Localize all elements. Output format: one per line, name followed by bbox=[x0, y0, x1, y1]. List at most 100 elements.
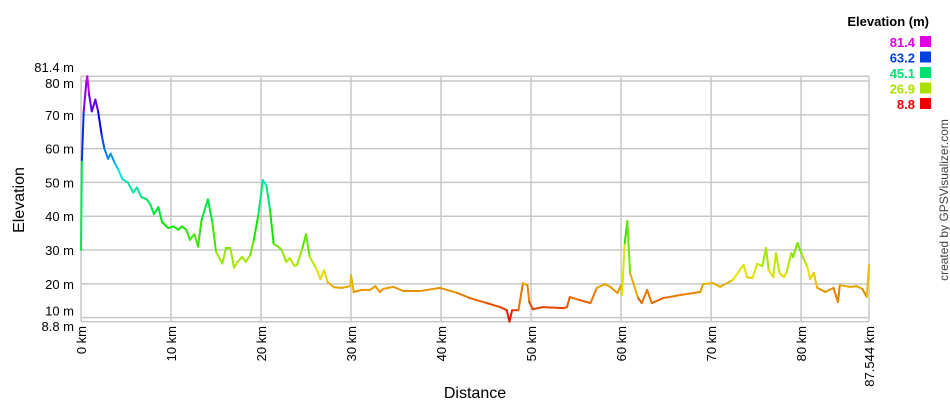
profile-segment bbox=[620, 242, 626, 296]
profile-segment bbox=[699, 283, 704, 293]
y-axis-ticks: 8.8 m10 m 20 m 30 m 40 m 50 m 60 m 70 m 80 m81.… bbox=[34, 60, 74, 334]
profile-segment bbox=[152, 206, 160, 216]
profile-segment bbox=[816, 286, 827, 293]
profile-segment bbox=[121, 178, 129, 184]
x-axis-ticks: 0 km 10 km 20 km 30 km 40 km 50 km 60 km 70 km 8… bbox=[74, 326, 877, 387]
profile-segment bbox=[848, 285, 858, 288]
profile-segment bbox=[751, 262, 758, 280]
legend-entry-label: 81.4 bbox=[890, 35, 916, 50]
profile-segment bbox=[578, 299, 592, 305]
x-tick-label: 0 km bbox=[74, 326, 89, 354]
profile-segment bbox=[82, 80, 88, 113]
profile-segment bbox=[103, 147, 110, 160]
y-axis-label: Elevation bbox=[11, 167, 28, 233]
profile-segment bbox=[244, 254, 252, 263]
profile-segment bbox=[668, 293, 682, 299]
profile-segment bbox=[719, 279, 734, 288]
legend-entry-label: 8.8 bbox=[897, 97, 915, 112]
profile-segment bbox=[774, 252, 781, 275]
profile-segment bbox=[257, 179, 264, 216]
profile-segment bbox=[332, 286, 344, 289]
y-tick-label: 10 m bbox=[45, 304, 74, 319]
profile-segment bbox=[90, 98, 97, 113]
profile-segment bbox=[742, 263, 749, 279]
profile-segment bbox=[485, 302, 502, 309]
y-tick-label: 60 m bbox=[45, 142, 74, 157]
profile-segment bbox=[249, 238, 255, 257]
profile-segment bbox=[323, 269, 329, 284]
profile-segment bbox=[80, 159, 83, 252]
legend-title: Elevation (m) bbox=[847, 14, 929, 29]
profile-segment bbox=[650, 297, 665, 305]
profile-segment bbox=[269, 209, 275, 245]
profile-segment bbox=[80, 110, 85, 162]
x-axis-label: Distance bbox=[444, 385, 506, 400]
profile-segment bbox=[215, 250, 224, 265]
profile-segment bbox=[374, 285, 381, 293]
profile-segment bbox=[528, 301, 534, 311]
profile-segment bbox=[229, 247, 236, 269]
profile-segment bbox=[566, 296, 571, 309]
profile-segment bbox=[145, 198, 152, 206]
profile-segment bbox=[812, 272, 819, 289]
profile-segment bbox=[517, 282, 524, 312]
profile-segment bbox=[468, 297, 488, 305]
profile-segment bbox=[149, 203, 155, 216]
x-tick-label: 87.544 km bbox=[862, 326, 877, 387]
legend-swatch bbox=[920, 36, 931, 47]
profile-segment bbox=[341, 285, 352, 289]
profile-segment bbox=[319, 269, 326, 281]
profile-segment bbox=[109, 152, 116, 164]
profile-segment bbox=[368, 285, 377, 291]
profile-segment bbox=[200, 198, 209, 221]
profile-segment bbox=[541, 306, 565, 310]
profile-segment bbox=[252, 213, 260, 241]
profile-segment bbox=[88, 93, 93, 113]
profile-segment bbox=[261, 179, 268, 187]
profile-segment bbox=[392, 285, 405, 292]
profile-segment bbox=[265, 184, 272, 212]
legend-entry-label: 45.1 bbox=[890, 66, 915, 81]
profile-segment bbox=[772, 252, 777, 279]
profile-segment bbox=[679, 290, 702, 296]
profile-segment bbox=[731, 263, 745, 282]
watermark: created by GPSVisualizer.com bbox=[937, 119, 950, 281]
profile-segment bbox=[595, 283, 606, 289]
profile-segment bbox=[629, 272, 640, 300]
profile-segment bbox=[701, 282, 714, 286]
profile-segment bbox=[161, 220, 170, 230]
profile-segment bbox=[456, 291, 471, 300]
profile-segment bbox=[646, 288, 653, 305]
profile-segment bbox=[86, 75, 91, 96]
y-tick-label: 40 m bbox=[45, 209, 74, 224]
x-tick-label: 20 km bbox=[254, 326, 269, 361]
profile-segment bbox=[296, 247, 304, 266]
x-tick-label: 60 km bbox=[614, 326, 629, 361]
profile-segment bbox=[185, 228, 191, 241]
profile-segment bbox=[352, 288, 363, 293]
y-tick-label: 50 m bbox=[45, 175, 74, 190]
x-tick-label: 80 km bbox=[794, 326, 809, 361]
profile-segment bbox=[526, 284, 531, 304]
profile-segment bbox=[531, 306, 544, 311]
profile-segment bbox=[113, 161, 119, 170]
grid bbox=[80, 75, 870, 323]
y-tick-label: 8.8 m bbox=[41, 319, 74, 334]
profile-segment bbox=[221, 247, 227, 265]
profile-segment bbox=[796, 241, 803, 257]
x-tick-label: 70 km bbox=[704, 326, 719, 361]
profile-segment bbox=[233, 260, 239, 269]
x-tick-label: 10 km bbox=[164, 326, 179, 361]
legend-swatch bbox=[920, 82, 931, 94]
profile-segment bbox=[662, 296, 671, 300]
profile-segment bbox=[791, 241, 799, 259]
profile-segment bbox=[711, 282, 722, 288]
profile-segment bbox=[305, 233, 311, 258]
profile-segment bbox=[126, 181, 135, 194]
profile-segment bbox=[508, 309, 514, 323]
profile-segment bbox=[838, 284, 851, 288]
profile-segment bbox=[157, 206, 164, 223]
profile-segment bbox=[764, 247, 770, 271]
profile-segment bbox=[640, 288, 649, 305]
